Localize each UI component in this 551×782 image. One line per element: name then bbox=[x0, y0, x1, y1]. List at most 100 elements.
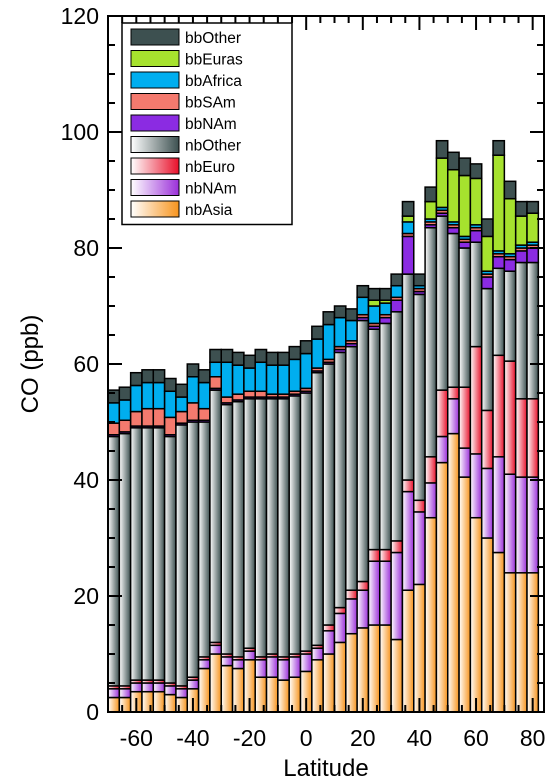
bar-nbasia-1 bbox=[118, 696, 132, 713]
bar-bbeuras-30 bbox=[446, 168, 460, 223]
bar-bbother-9 bbox=[209, 348, 222, 364]
bar-bbnam-34 bbox=[492, 255, 506, 270]
bar-nbeuro-29 bbox=[435, 389, 449, 438]
bar-bbother-28 bbox=[424, 186, 438, 203]
x-tick-label: -20 bbox=[233, 725, 266, 751]
bar-bbafrica-7 bbox=[186, 376, 200, 404]
bar-nbnam-35 bbox=[503, 473, 517, 574]
bar-nbother-22 bbox=[356, 319, 370, 583]
bar-nbother-19 bbox=[322, 363, 336, 626]
bar-bbafrica-19 bbox=[322, 323, 336, 361]
bar-nbother-27 bbox=[413, 293, 426, 502]
bar-bbother-19 bbox=[322, 311, 336, 326]
bar-bbother-1 bbox=[118, 386, 132, 401]
y-tick-label: 60 bbox=[73, 351, 99, 377]
bar-nbnam-21 bbox=[345, 598, 358, 635]
bar-nbeuro-19 bbox=[322, 624, 336, 632]
x-tick-label: 60 bbox=[463, 725, 489, 751]
bar-bbother-5 bbox=[163, 377, 177, 393]
legend: bbOther bbEuras bbAfrica bbSAm bbNAm nbOther n… bbox=[121, 22, 293, 226]
bar-nbother-32 bbox=[469, 241, 483, 348]
legend-swatch-bbafrica bbox=[130, 71, 180, 89]
y-axis-label: CO (ppb) bbox=[17, 315, 44, 414]
bar-nbasia-3 bbox=[141, 690, 155, 713]
bar-nbnam-11 bbox=[231, 659, 245, 670]
bar-bbsam-13 bbox=[254, 390, 268, 398]
bar-nbasia-31 bbox=[458, 476, 472, 713]
bar-nbeuro-31 bbox=[458, 386, 472, 449]
bar-bbother-10 bbox=[220, 348, 234, 364]
bar-bbother-27 bbox=[413, 273, 426, 287]
bar-nbeuro-27 bbox=[413, 499, 426, 513]
bar-bbother-18 bbox=[311, 325, 324, 340]
bar-bbother-3 bbox=[141, 369, 155, 384]
bar-bbafrica-3 bbox=[141, 381, 155, 410]
tick-labels: 0 20 40 60 80 100 120 -60 -40 -20 0 20 40 60 80 bbox=[61, 3, 546, 751]
bar-nbeuro-23 bbox=[367, 548, 381, 562]
bar-bbnam-32 bbox=[469, 229, 483, 243]
bar-nbasia-14 bbox=[265, 676, 279, 713]
bar-bbeuras-35 bbox=[503, 197, 517, 255]
bar-nbasia-32 bbox=[469, 516, 483, 713]
bar-nbeuro-32 bbox=[469, 345, 483, 455]
x-tick-label: -60 bbox=[120, 725, 153, 751]
bar-nbother-13 bbox=[254, 398, 268, 658]
bar-nbasia-37 bbox=[526, 572, 540, 713]
bar-bbother-15 bbox=[277, 351, 290, 366]
bar-nbeuro-35 bbox=[503, 360, 517, 475]
bar-nbasia-27 bbox=[413, 583, 426, 713]
bar-bbeuras-36 bbox=[514, 215, 528, 246]
bar-nbasia-9 bbox=[209, 653, 222, 713]
bar-bbother-7 bbox=[186, 363, 200, 378]
bar-bbafrica-24 bbox=[379, 302, 392, 316]
bar-nbeuro-34 bbox=[492, 354, 506, 458]
bar-nbnam-4 bbox=[152, 682, 166, 693]
bar-bbafrica-11 bbox=[231, 364, 245, 395]
bar-nbnam-12 bbox=[243, 650, 256, 661]
bar-nbasia-20 bbox=[333, 641, 347, 713]
bar-nbasia-28 bbox=[424, 516, 438, 713]
bar-nbother-30 bbox=[446, 232, 460, 388]
bar-nbasia-26 bbox=[401, 589, 415, 713]
legend-label-bbother: bbOther bbox=[185, 30, 241, 47]
bar-nbother-11 bbox=[231, 400, 245, 658]
legend-swatch-nbeuro bbox=[130, 157, 180, 175]
x-tick-label: 0 bbox=[300, 725, 313, 751]
bar-nbother-0 bbox=[107, 435, 121, 687]
bar-bbother-6 bbox=[175, 383, 189, 398]
bar-nbother-35 bbox=[503, 270, 517, 362]
bar-bbeuras-26 bbox=[401, 215, 415, 223]
legend-label-bbeuras: bbEuras bbox=[185, 52, 243, 69]
bar-nbother-25 bbox=[390, 311, 404, 542]
bar-nbasia-8 bbox=[197, 667, 211, 713]
bar-bbafrica-17 bbox=[299, 352, 313, 390]
bar-nbother-16 bbox=[288, 395, 302, 655]
bar-nbother-12 bbox=[243, 398, 256, 649]
bar-nbasia-19 bbox=[322, 653, 336, 713]
bar-bbother-20 bbox=[333, 305, 347, 319]
bar-bbother-23 bbox=[367, 287, 381, 301]
x-tick-label: 40 bbox=[407, 725, 433, 751]
bar-nbother-18 bbox=[311, 371, 324, 647]
bar-nbasia-24 bbox=[379, 624, 392, 713]
legend-swatch-bbnam bbox=[130, 114, 180, 132]
bar-nbother-36 bbox=[514, 261, 528, 400]
bar-bbeuras-31 bbox=[458, 174, 472, 238]
bar-nbasia-25 bbox=[390, 638, 404, 713]
bar-nbother-14 bbox=[265, 398, 279, 655]
bar-nbnam-15 bbox=[277, 659, 290, 681]
bar-bbother-29 bbox=[435, 139, 449, 159]
bar-nbnam-33 bbox=[480, 467, 494, 539]
y-tick-label: 80 bbox=[73, 235, 99, 261]
bar-bbsam-11 bbox=[231, 393, 245, 401]
bar-bbafrica-0 bbox=[107, 402, 121, 424]
bar-bbeuras-37 bbox=[526, 212, 540, 243]
bar-nbasia-33 bbox=[480, 537, 494, 713]
bar-nbnam-0 bbox=[107, 688, 121, 699]
bar-nbeuro-24 bbox=[379, 548, 392, 562]
bar-nbasia-0 bbox=[107, 696, 121, 713]
bar-bbeuras-29 bbox=[435, 157, 449, 209]
bar-nbnam-28 bbox=[424, 482, 438, 519]
bar-nbother-9 bbox=[209, 389, 222, 644]
bar-bbnam-24 bbox=[379, 316, 392, 325]
